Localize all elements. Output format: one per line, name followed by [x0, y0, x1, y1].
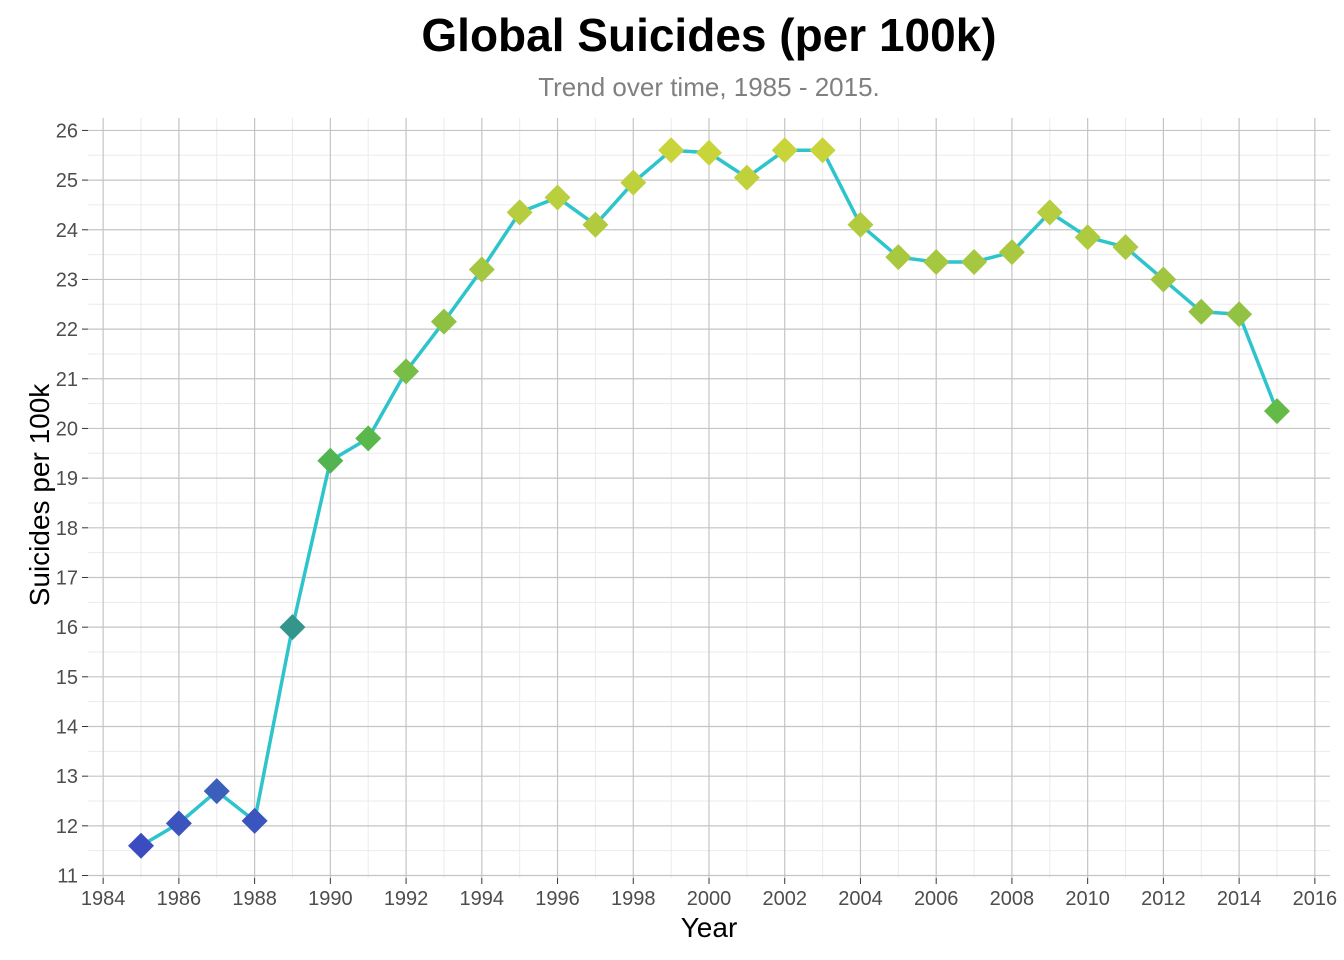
- x-tick-label: 2012: [1141, 888, 1186, 910]
- data-point-marker: [696, 139, 722, 166]
- data-point-marker: [658, 137, 685, 164]
- data-point-marker: [165, 810, 192, 837]
- y-tick-label: 19: [56, 468, 78, 490]
- y-tick-label: 24: [56, 220, 78, 242]
- data-point-marker: [430, 308, 457, 335]
- data-point-marker: [241, 807, 268, 834]
- data-point-marker: [1226, 301, 1253, 328]
- data-point-marker: [1150, 266, 1177, 293]
- data-point-marker: [771, 137, 798, 164]
- data-point-marker: [1263, 398, 1290, 425]
- data-point-marker: [468, 256, 495, 283]
- x-tick-label: 1998: [611, 888, 656, 910]
- data-point-marker: [620, 169, 647, 196]
- data-point-marker: [809, 137, 836, 164]
- x-tick-label: 2002: [762, 888, 807, 910]
- data-point-marker: [1074, 224, 1101, 251]
- chart-title: Global Suicides (per 100k): [421, 9, 997, 61]
- y-tick-label: 14: [56, 716, 78, 738]
- data-point-marker: [885, 244, 912, 271]
- data-point-marker: [1112, 234, 1139, 261]
- y-tick-label: 22: [56, 319, 78, 341]
- data-point-marker: [998, 239, 1025, 266]
- y-tick-label: 21: [56, 369, 78, 391]
- x-tick-label: 2010: [1065, 888, 1110, 910]
- data-point-marker: [506, 199, 533, 226]
- x-tick-label: 1984: [81, 888, 126, 910]
- data-point-marker: [961, 249, 988, 276]
- data-point-marker: [733, 164, 760, 191]
- x-tick-label: 2000: [687, 888, 732, 910]
- y-tick-label: 20: [56, 418, 78, 440]
- y-tick-label: 17: [56, 567, 78, 589]
- x-axis-label: Year: [680, 912, 738, 943]
- data-point-marker: [1188, 298, 1215, 325]
- x-tick-label: 2006: [914, 888, 959, 910]
- x-tick-label: 1996: [535, 888, 580, 910]
- x-tick-label: 1994: [460, 888, 505, 910]
- x-tick-label: 2014: [1217, 888, 1262, 910]
- x-tick-label: 1990: [308, 888, 353, 910]
- x-tick-label: 1992: [384, 888, 429, 910]
- data-point-marker: [203, 778, 230, 805]
- x-tick-label: 1988: [232, 888, 277, 910]
- data-point-marker: [128, 832, 155, 859]
- chart-subtitle: Trend over time, 1985 - 2015.: [538, 72, 880, 102]
- y-tick-label: 12: [56, 816, 78, 838]
- y-tick-label: 25: [56, 170, 78, 192]
- y-tick-label: 16: [56, 617, 78, 639]
- data-point-marker: [279, 614, 306, 641]
- y-axis-label: Suicides per 100k: [24, 383, 55, 607]
- x-tick-label: 2016: [1293, 888, 1338, 910]
- data-point-marker: [1036, 199, 1063, 226]
- x-tick-label: 2004: [838, 888, 883, 910]
- x-tick-label: 1986: [157, 888, 202, 910]
- y-tick-label: 11: [57, 866, 78, 888]
- y-tick-label: 18: [56, 518, 78, 540]
- y-tick-label: 23: [56, 269, 78, 291]
- y-tick-label: 15: [56, 667, 78, 689]
- y-tick-label: 26: [56, 120, 78, 142]
- data-point-marker: [544, 184, 571, 211]
- data-point-marker: [582, 211, 609, 238]
- data-point-marker: [355, 425, 382, 452]
- data-point-marker: [393, 358, 420, 385]
- data-point-marker: [847, 211, 874, 238]
- data-point-marker: [923, 249, 950, 276]
- data-point-marker: [317, 447, 344, 474]
- y-tick-label: 13: [56, 766, 78, 788]
- x-tick-label: 2008: [990, 888, 1035, 910]
